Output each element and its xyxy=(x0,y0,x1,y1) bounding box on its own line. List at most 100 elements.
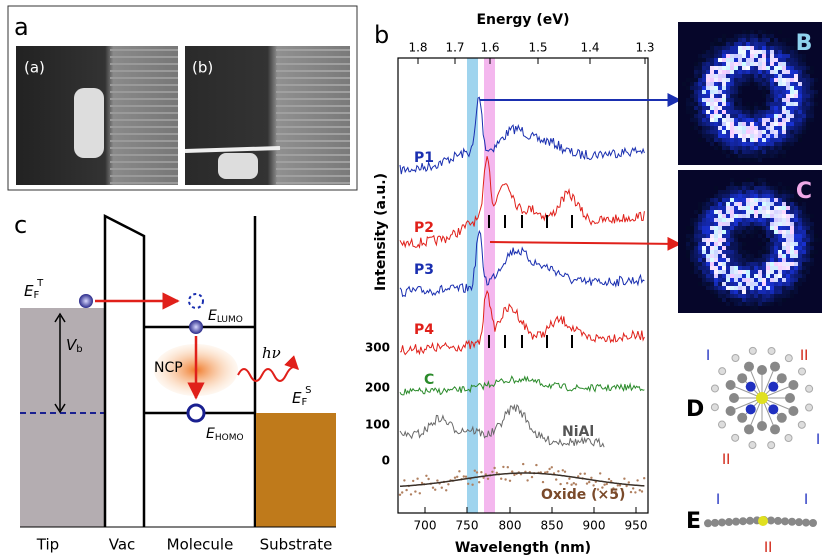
map-pixel xyxy=(810,102,814,106)
map-pixel xyxy=(722,218,726,222)
map-pixel xyxy=(790,126,794,130)
map-pixel xyxy=(790,198,794,202)
map-pixel xyxy=(750,74,754,78)
map-pixel xyxy=(718,38,722,42)
map-pixel xyxy=(714,210,718,214)
map-pixel xyxy=(750,214,754,218)
map-pixel xyxy=(778,142,782,146)
map-pixel xyxy=(782,114,786,118)
map-pixel xyxy=(798,110,802,114)
map-pixel xyxy=(710,134,714,138)
map-pixel xyxy=(798,58,802,62)
map-pixel xyxy=(742,66,746,70)
map-pixel xyxy=(802,122,806,126)
map-pixel xyxy=(726,106,730,110)
oxide-point xyxy=(585,482,589,485)
map-pixel xyxy=(794,262,798,266)
map-pixel xyxy=(698,90,702,94)
map-pixel xyxy=(750,70,754,74)
map-pixel xyxy=(718,290,722,294)
map-pixel xyxy=(746,222,750,226)
map-pixel xyxy=(718,254,722,258)
map-pixel xyxy=(746,62,750,66)
map-pixel xyxy=(774,90,778,94)
map-pixel xyxy=(762,130,766,134)
map-pixel xyxy=(766,126,770,130)
map-pixel xyxy=(806,258,810,262)
map-pixel xyxy=(734,70,738,74)
map-pixel xyxy=(782,194,786,198)
map-pixel xyxy=(778,118,782,122)
map-pixel xyxy=(778,286,782,290)
map-pixel xyxy=(782,218,786,222)
region-label: Tip xyxy=(36,536,59,554)
map-pixel xyxy=(754,38,758,42)
map-pixel xyxy=(794,258,798,262)
map-pixel xyxy=(754,286,758,290)
map-pixel xyxy=(782,294,786,298)
map-pixel xyxy=(734,146,738,150)
map-pixel xyxy=(722,198,726,202)
map-pixel xyxy=(730,274,734,278)
map-pixel xyxy=(742,158,746,162)
map-pixel xyxy=(738,194,742,198)
oxide-point xyxy=(508,479,512,482)
map-pixel xyxy=(710,66,714,70)
map-pixel xyxy=(722,46,726,50)
map-pixel xyxy=(742,230,746,234)
oxide-point xyxy=(462,475,465,478)
map-pixel xyxy=(722,242,726,246)
map-pixel xyxy=(734,34,738,38)
substrate-region xyxy=(256,413,336,527)
map-pixel xyxy=(750,58,754,62)
map-pixel xyxy=(714,238,718,242)
map-pixel xyxy=(694,66,698,70)
map-pixel xyxy=(730,46,734,50)
map-pixel xyxy=(738,134,742,138)
map-pixel xyxy=(782,122,786,126)
map-pixel xyxy=(782,222,786,226)
map-pixel xyxy=(774,298,778,302)
map-pixel xyxy=(710,50,714,54)
map-pixel xyxy=(710,226,714,230)
map-pixel xyxy=(758,266,762,270)
map-pixel xyxy=(710,74,714,78)
map-pixel xyxy=(790,94,794,98)
map-pixel xyxy=(774,46,778,50)
map-pixel xyxy=(690,234,694,238)
map-pixel xyxy=(762,290,766,294)
map-pixel xyxy=(786,130,790,134)
map-pixel xyxy=(790,134,794,138)
map-pixel xyxy=(794,98,798,102)
map-pixel xyxy=(714,278,718,282)
map-pixel xyxy=(726,126,730,130)
homo-label: EHOMO xyxy=(206,426,244,443)
oxide-point xyxy=(475,471,479,474)
map-pixel xyxy=(686,238,690,242)
map-pixel xyxy=(750,274,754,278)
map-pixel xyxy=(694,114,698,118)
map-pixel xyxy=(730,150,734,154)
map-pixel xyxy=(726,230,730,234)
map-pixel xyxy=(782,234,786,238)
map-pixel xyxy=(714,206,718,210)
map-pixel xyxy=(730,238,734,242)
map-pixel xyxy=(798,210,802,214)
map-pixel xyxy=(762,54,766,58)
map-pixel xyxy=(766,242,770,246)
map-pixel xyxy=(702,230,706,234)
map-pixel xyxy=(746,82,750,86)
map-pixel xyxy=(714,102,718,106)
atom xyxy=(743,424,754,435)
map-pixel xyxy=(758,190,762,194)
map-pixel xyxy=(782,58,786,62)
map-pixel xyxy=(702,278,706,282)
map-pixel xyxy=(770,90,774,94)
map-pixel xyxy=(734,54,738,58)
map-pixel xyxy=(754,202,758,206)
substrate-fermi-label: EFS xyxy=(292,385,311,408)
map-pixel xyxy=(758,178,762,182)
oxide-point xyxy=(640,490,644,493)
map-pixel xyxy=(742,286,746,290)
map-pixel xyxy=(710,114,714,118)
